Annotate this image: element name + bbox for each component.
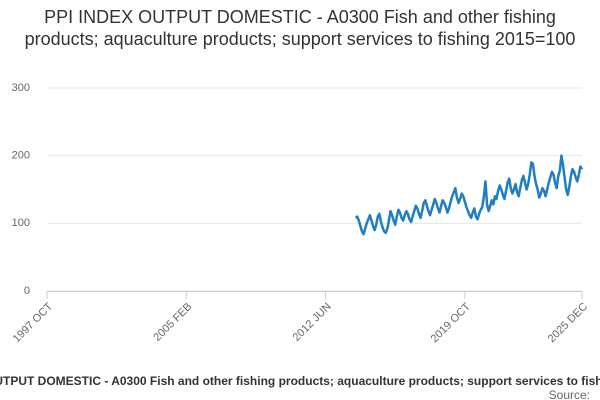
data-line [354, 154, 584, 236]
x-tick-label: 2005 FEB [151, 301, 194, 344]
y-tick-label: 0 [24, 285, 30, 297]
x-tick-label: 2025 DEC [546, 301, 590, 345]
x-axis-label: PPI INDEX OUTPUT DOMESTIC - A0300 Fish a… [0, 374, 600, 388]
y-tick-label: 100 [12, 217, 30, 229]
x-tick-label: 2012 JUN [291, 301, 334, 344]
x-tick-label: 2019 OCT [429, 300, 474, 345]
y-tick-label: 200 [12, 150, 30, 162]
x-tick-label: 1997 OCT [11, 300, 56, 345]
y-tick-label: 300 [12, 82, 30, 94]
source: Source: [549, 388, 590, 400]
chart-title: PPI INDEX OUTPUT DOMESTIC - A0300 Fish a… [24, 7, 576, 49]
